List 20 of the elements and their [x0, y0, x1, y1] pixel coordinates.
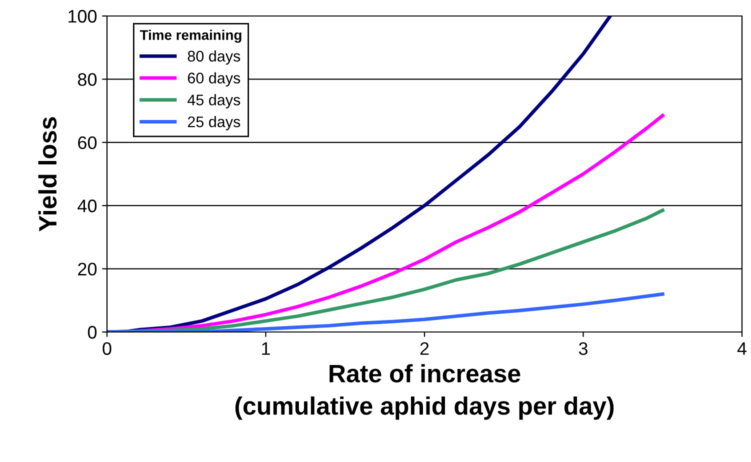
y-axis-title: Yield loss [38, 117, 57, 232]
y-tick-label: 80 [78, 73, 97, 86]
y-tick-label: 100 [68, 10, 97, 23]
x-tick-label: 0 [102, 342, 112, 355]
x-tick-label: 1 [262, 342, 270, 355]
legend-title: Time remaining [140, 30, 242, 43]
x-axis-title: Rate of increase (cumulative aphid days per day) [235, 364, 614, 420]
legend-label: 80 days [188, 50, 240, 65]
line-series [107, 292, 664, 332]
x-tick-label: 4 [737, 342, 746, 355]
legend-label: 45 days [188, 94, 240, 108]
legend-label: 60 days [188, 72, 240, 87]
y-tick-label: 60 [78, 136, 97, 150]
legend-label: 25 days [188, 116, 240, 130]
x-tick-label: 2 [420, 342, 429, 355]
y-tick-label: 40 [78, 200, 97, 212]
x-tick-label: 3 [578, 342, 588, 355]
y-tick-label: 0 [88, 326, 97, 339]
line-series [107, 208, 664, 332]
y-tick-label: 20 [78, 262, 97, 276]
